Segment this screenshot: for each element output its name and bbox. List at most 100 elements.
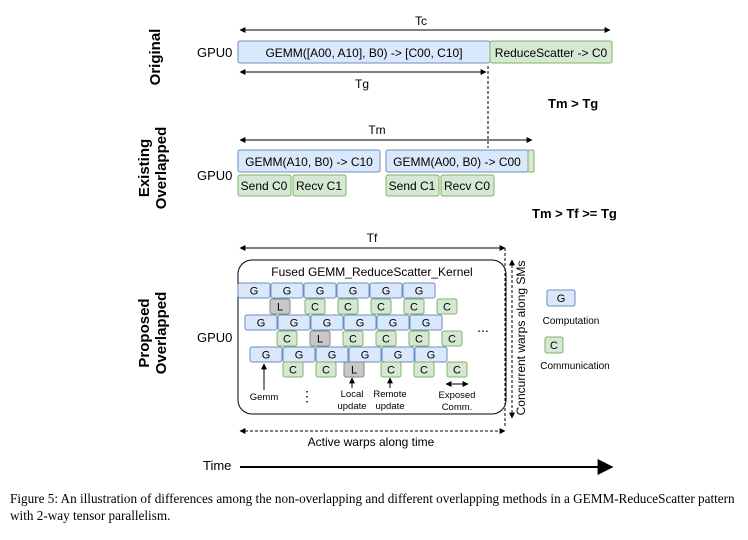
- computation-block-label: G: [415, 286, 424, 298]
- computation-block-label: G: [361, 350, 370, 362]
- communication-block: [370, 298, 392, 315]
- communication-block-label: C: [443, 302, 451, 314]
- gemm-block-1-existing: [237, 149, 381, 173]
- row-label-original: Original: [147, 29, 164, 86]
- send-c1-label: Send C1: [389, 179, 436, 193]
- computation-block-label: G: [283, 286, 292, 298]
- computation-block-label: G: [427, 350, 436, 362]
- communication-block: [304, 298, 326, 315]
- communication-block: [337, 298, 359, 315]
- legend-communication-label: Communication: [540, 361, 609, 372]
- recv-c1-block: [292, 174, 347, 197]
- gemm-label-2-existing: GEMM(A00, B0) -> C00: [393, 155, 521, 169]
- local-update-block: [309, 330, 331, 347]
- communication-block: [436, 298, 458, 315]
- computation-block: [310, 314, 344, 331]
- send-c0-label: Send C0: [241, 179, 288, 193]
- recv-c0-block: [440, 174, 495, 197]
- gemm-label-original: GEMM([A00, A10], B0) -> [C00, C10]: [265, 46, 462, 60]
- communication-block-label: C: [311, 302, 319, 314]
- computation-block: [409, 314, 443, 331]
- communication-block-label: C: [387, 365, 395, 377]
- recv-c1-label: Recv C1: [296, 179, 342, 193]
- communication-block: [441, 330, 463, 347]
- local-update-block: [343, 361, 365, 378]
- computation-block-label: G: [290, 318, 299, 330]
- row-label-existing-1: Existing: [136, 139, 153, 197]
- computation-block-label: G: [356, 318, 365, 330]
- computation-block-label: G: [394, 350, 403, 362]
- local-update-block-label: L: [277, 302, 283, 314]
- communication-block-label: C: [448, 334, 456, 346]
- figure-caption: Figure 5: An illustration of differences…: [10, 491, 735, 523]
- computation-block-label: G: [422, 318, 431, 330]
- communication-block: [276, 330, 298, 347]
- tg-label: Tg: [355, 77, 369, 91]
- remote-update-annotation-2: update: [375, 401, 404, 412]
- local-update-annotation-2: update: [337, 401, 366, 412]
- communication-block: [403, 298, 425, 315]
- communication-block-label: C: [410, 302, 418, 314]
- exposed-comm-annotation-1: Exposed: [439, 390, 476, 401]
- communication-block: [375, 330, 397, 347]
- exposed-comm-annotation-2: Comm.: [442, 402, 473, 413]
- send-c0-block: [237, 174, 292, 197]
- communication-block: [315, 361, 337, 378]
- computation-block-label: G: [323, 318, 332, 330]
- communication-block-label: C: [377, 302, 385, 314]
- communication-block: [413, 361, 435, 378]
- active-warps-label: Active warps along time: [308, 435, 435, 449]
- row-label-existing-2: Overlapped: [153, 127, 170, 210]
- fused-kernel-box: [237, 259, 507, 415]
- legend-communication-letter: C: [550, 340, 558, 352]
- communication-block: [342, 330, 364, 347]
- computation-block: [244, 314, 278, 331]
- computation-block-label: G: [349, 286, 358, 298]
- tc-label: Tc: [415, 14, 427, 28]
- gemm-annotation: Gemm: [250, 392, 279, 403]
- legend-computation-letter: G: [557, 293, 566, 305]
- relation-tm-tg: Tm > Tg: [548, 96, 598, 111]
- computation-block: [336, 282, 370, 299]
- communication-block-label: C: [415, 334, 423, 346]
- remote-update-annotation-1: Remote: [373, 389, 406, 400]
- concurrent-warps-label: Concurrent warps along SMs: [514, 261, 528, 416]
- communication-block-label: C: [289, 365, 297, 377]
- computation-block: [270, 282, 304, 299]
- communication-block-label: C: [382, 334, 390, 346]
- computation-block: [277, 314, 311, 331]
- warp-blocks: G G G G G GL C C C C CG G G G G GC L C C C CG G G G G GC C L C C C: [237, 282, 468, 378]
- send-c1-block: [385, 174, 440, 197]
- computation-block: [369, 282, 403, 299]
- communication-block-label: C: [420, 365, 428, 377]
- communication-block: [380, 361, 402, 378]
- computation-block: [402, 282, 436, 299]
- legend-computation-swatch: [546, 289, 576, 307]
- legend-computation-label: Computation: [543, 316, 600, 327]
- computation-block: [343, 314, 377, 331]
- legend-communication-swatch: [544, 336, 564, 354]
- row-label-proposed-1: Proposed: [136, 298, 153, 367]
- reduce-scatter-block: [489, 40, 613, 64]
- communication-block-label: C: [283, 334, 291, 346]
- computation-block-label: G: [389, 318, 398, 330]
- row-label-proposed-2: Overlapped: [153, 292, 170, 375]
- computation-block-label: G: [250, 286, 259, 298]
- communication-block-label: C: [349, 334, 357, 346]
- computation-block-label: G: [316, 286, 325, 298]
- reduce-scatter-label: ReduceScatter -> C0: [495, 46, 608, 60]
- tf-label: Tf: [367, 231, 378, 245]
- fused-kernel-title: Fused GEMM_ReduceScatter_Kernel: [271, 265, 472, 279]
- local-update-block: [269, 298, 291, 315]
- gpu-label-original: GPU0: [197, 45, 232, 60]
- vertical-ellipsis: ⋮: [300, 388, 314, 404]
- communication-block: [282, 361, 304, 378]
- communication-block: [446, 361, 468, 378]
- computation-block-label: G: [328, 350, 337, 362]
- computation-block: [348, 346, 382, 363]
- communication-block-label: C: [322, 365, 330, 377]
- local-update-annotation-1: Local: [341, 389, 364, 400]
- computation-block-label: G: [382, 286, 391, 298]
- computation-block-label: G: [262, 350, 271, 362]
